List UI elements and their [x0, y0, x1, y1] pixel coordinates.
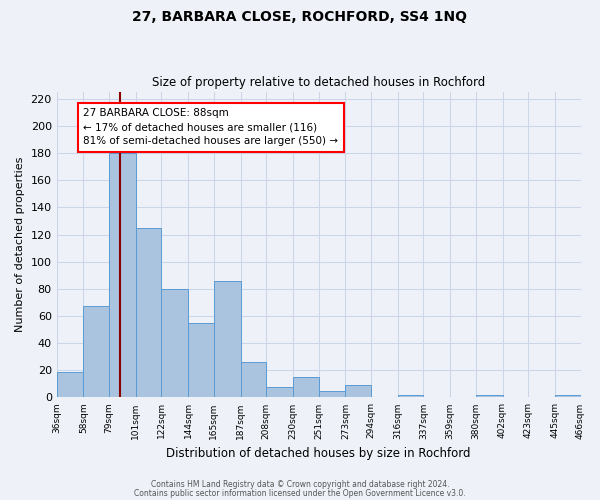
Bar — [266, 386, 293, 398]
Bar — [346, 385, 371, 398]
Bar — [319, 390, 346, 398]
Bar — [136, 228, 161, 398]
Title: Size of property relative to detached houses in Rochford: Size of property relative to detached ho… — [152, 76, 485, 90]
Bar — [293, 377, 319, 398]
X-axis label: Distribution of detached houses by size in Rochford: Distribution of detached houses by size … — [166, 447, 471, 460]
Text: Contains HM Land Registry data © Crown copyright and database right 2024.: Contains HM Land Registry data © Crown c… — [151, 480, 449, 489]
Bar — [56, 372, 83, 398]
Text: 27, BARBARA CLOSE, ROCHFORD, SS4 1NQ: 27, BARBARA CLOSE, ROCHFORD, SS4 1NQ — [133, 10, 467, 24]
Bar — [83, 306, 109, 398]
Text: Contains public sector information licensed under the Open Government Licence v3: Contains public sector information licen… — [134, 489, 466, 498]
Bar — [476, 394, 503, 398]
Bar — [555, 394, 581, 398]
Bar — [398, 394, 424, 398]
Bar — [109, 153, 136, 398]
Bar — [161, 289, 188, 398]
Y-axis label: Number of detached properties: Number of detached properties — [15, 157, 25, 332]
Bar — [241, 362, 266, 398]
Bar — [214, 280, 241, 398]
Bar — [188, 323, 214, 398]
Text: 27 BARBARA CLOSE: 88sqm
← 17% of detached houses are smaller (116)
81% of semi-d: 27 BARBARA CLOSE: 88sqm ← 17% of detache… — [83, 108, 338, 146]
